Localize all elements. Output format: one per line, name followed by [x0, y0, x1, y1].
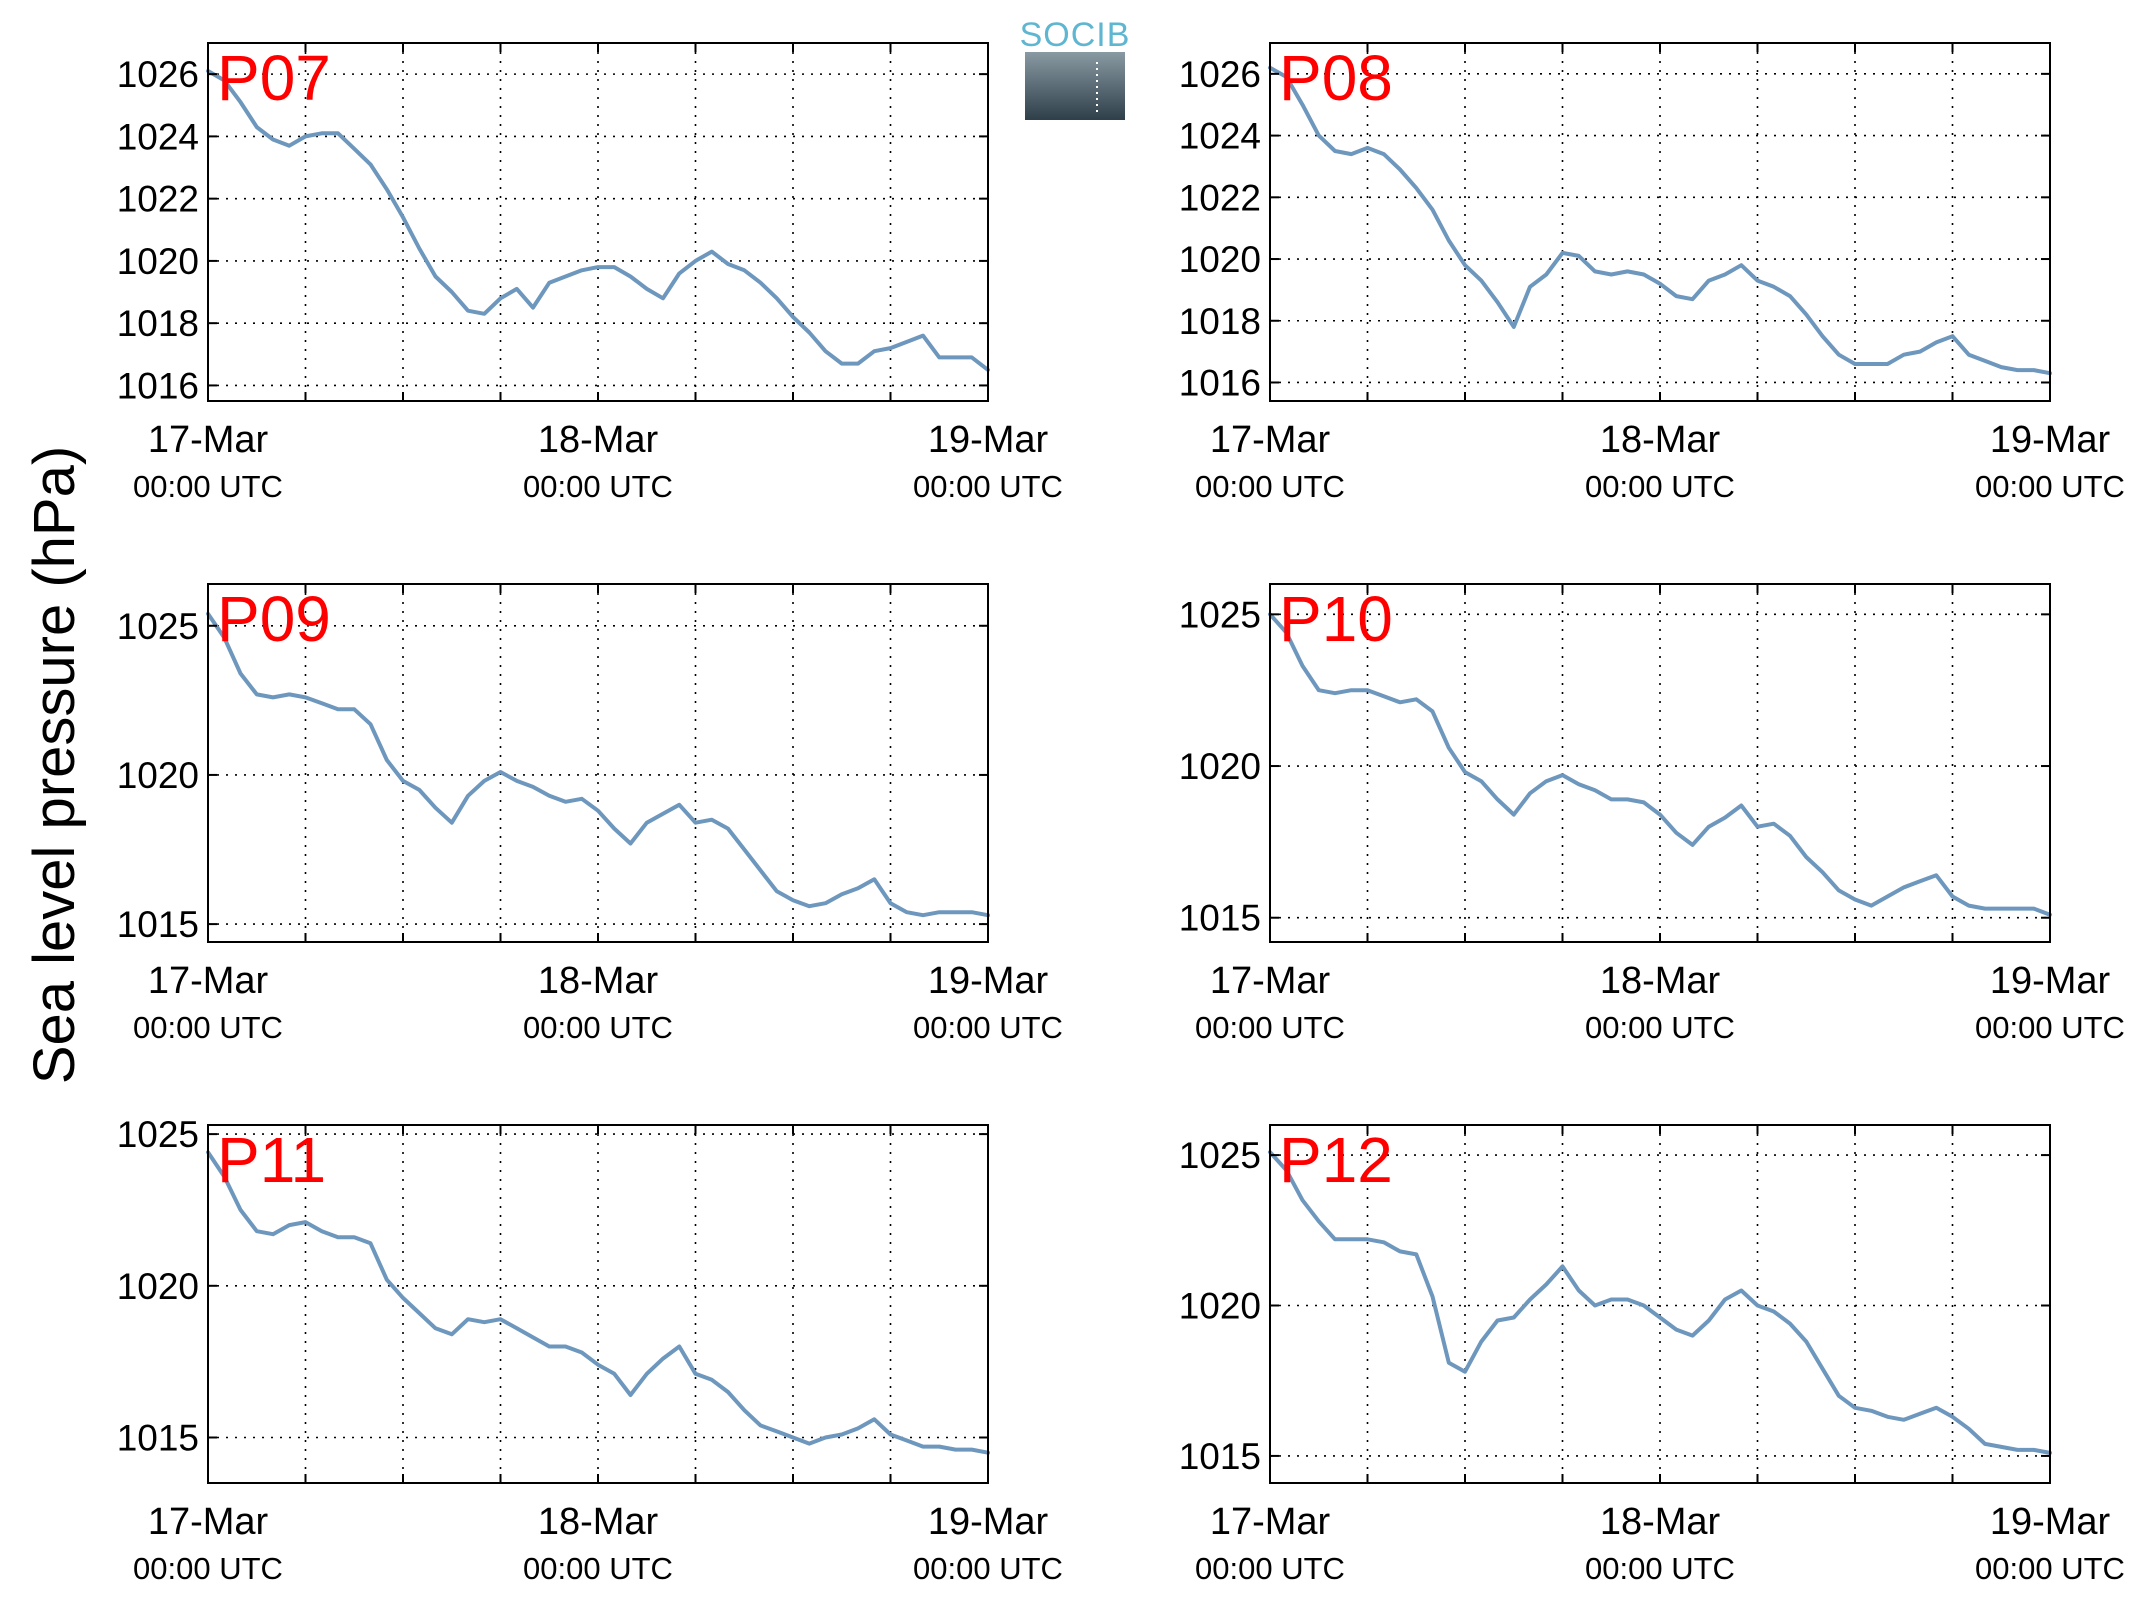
x-tick-label-time: 00:00 UTC [1195, 1010, 1345, 1045]
x-tick-label-time: 00:00 UTC [1975, 469, 2125, 504]
x-tick-label-date: 17-Mar [148, 1501, 269, 1543]
y-tick-label: 1020 [117, 1266, 199, 1307]
x-tick-label-time: 00:00 UTC [1585, 1551, 1735, 1586]
y-tick-label: 1024 [1179, 116, 1261, 157]
x-tick-label-date: 17-Mar [1210, 1501, 1331, 1543]
panel-label: P08 [1279, 42, 1393, 114]
y-tick-label: 1026 [1179, 54, 1261, 95]
panel-label: P11 [217, 1124, 326, 1196]
x-tick-label-date: 18-Mar [538, 1501, 659, 1543]
logo-text: SOCIB [1020, 16, 1131, 54]
panel-p08: 1016 1018 1020 1022 1024 1026 17-Mar 00:00 UTC 1… [1179, 42, 2125, 504]
y-tick-label: 1020 [1179, 746, 1261, 787]
y-tick-label: 1015 [117, 904, 199, 945]
socib-logo: SOCIB [1020, 16, 1131, 120]
y-tick-label: 1025 [1179, 594, 1261, 635]
x-tick-label-time: 00:00 UTC [133, 469, 283, 504]
y-tick-label: 1018 [1179, 301, 1261, 342]
x-tick-label-date: 18-Mar [538, 419, 659, 461]
y-tick-label: 1026 [117, 54, 199, 95]
y-axis-label: Sea level pressure (hPa) [22, 446, 87, 1084]
panel-p11: 1015 1020 1025 17-Mar 00:00 UTC 18-Mar 00:00 U… [117, 1114, 1063, 1586]
y-tick-label: 1025 [1179, 1135, 1261, 1176]
y-tick-label: 1022 [117, 179, 199, 220]
y-tick-label: 1015 [1179, 1436, 1261, 1477]
y-tick-label: 1020 [1179, 239, 1261, 280]
y-tick-label: 1018 [117, 303, 199, 344]
x-tick-label-time: 00:00 UTC [1975, 1551, 2125, 1586]
y-tick-label: 1025 [117, 1114, 199, 1155]
x-tick-label-time: 00:00 UTC [133, 1551, 283, 1586]
x-tick-label-date: 18-Mar [1600, 960, 1721, 1002]
y-tick-label: 1022 [1179, 177, 1261, 218]
x-tick-label-date: 19-Mar [1990, 1501, 2111, 1543]
x-tick-label-time: 00:00 UTC [523, 469, 673, 504]
x-tick-label-date: 19-Mar [1990, 419, 2111, 461]
y-tick-label: 1025 [117, 606, 199, 647]
x-tick-label-time: 00:00 UTC [1585, 469, 1735, 504]
x-tick-label-date: 19-Mar [928, 1501, 1049, 1543]
y-tick-label: 1024 [117, 116, 199, 157]
panel-label: P09 [217, 583, 331, 655]
x-tick-label-time: 00:00 UTC [133, 1010, 283, 1045]
y-tick-label: 1020 [1179, 1286, 1261, 1327]
x-tick-label-time: 00:00 UTC [913, 469, 1063, 504]
x-tick-label-time: 00:00 UTC [1195, 1551, 1345, 1586]
y-tick-label: 1015 [117, 1417, 199, 1458]
y-tick-label: 1016 [117, 365, 199, 406]
panel-label: P07 [217, 42, 331, 114]
panel-label: P10 [1279, 583, 1393, 655]
logo-band [1025, 52, 1125, 120]
x-tick-label-time: 00:00 UTC [1195, 469, 1345, 504]
panel-label: P12 [1279, 1124, 1393, 1196]
x-tick-label-date: 18-Mar [538, 960, 659, 1002]
x-tick-label-time: 00:00 UTC [523, 1551, 673, 1586]
x-tick-label-time: 00:00 UTC [913, 1551, 1063, 1586]
x-tick-label-time: 00:00 UTC [913, 1010, 1063, 1045]
x-tick-label-date: 17-Mar [148, 960, 269, 1002]
x-tick-label-date: 19-Mar [1990, 960, 2111, 1002]
x-tick-label-time: 00:00 UTC [523, 1010, 673, 1045]
x-tick-label-date: 18-Mar [1600, 1501, 1721, 1543]
panel-p10: 1015 1020 1025 17-Mar 00:00 UTC 18-Mar 00:00 U… [1179, 583, 2125, 1045]
panel-p09: 1015 1020 1025 17-Mar 00:00 UTC 18-Mar 00:00 U… [117, 583, 1063, 1045]
y-tick-label: 1020 [117, 241, 199, 282]
y-tick-label: 1015 [1179, 898, 1261, 939]
x-tick-label-date: 17-Mar [148, 419, 269, 461]
panel-p12: 1015 1020 1025 17-Mar 00:00 UTC 18-Mar 00:00 U… [1179, 1124, 2125, 1586]
x-tick-label-time: 00:00 UTC [1975, 1010, 2125, 1045]
x-tick-label-date: 17-Mar [1210, 960, 1331, 1002]
y-tick-label: 1020 [117, 755, 199, 796]
x-tick-label-date: 17-Mar [1210, 419, 1331, 461]
x-tick-label-date: 19-Mar [928, 419, 1049, 461]
x-tick-label-date: 19-Mar [928, 960, 1049, 1002]
panel-p07: 1016 1018 1020 1022 1024 1026 17-Mar 00:00 UTC 1… [117, 42, 1063, 504]
x-tick-label-date: 18-Mar [1600, 419, 1721, 461]
y-tick-label: 1016 [1179, 362, 1261, 403]
x-tick-label-time: 00:00 UTC [1585, 1010, 1735, 1045]
